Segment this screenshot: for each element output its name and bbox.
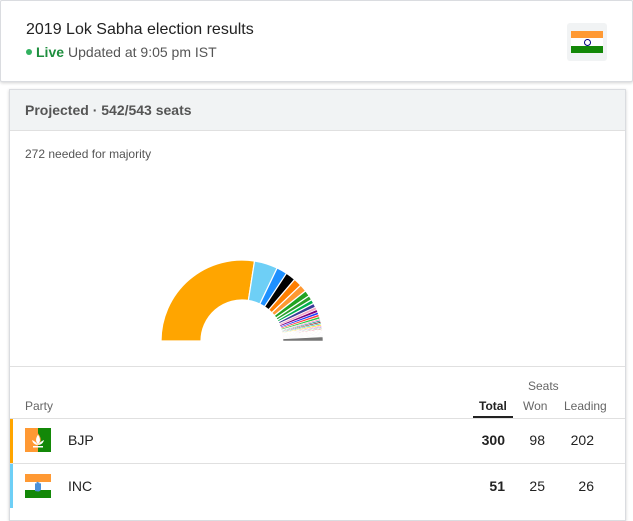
party-name: INC bbox=[68, 478, 93, 494]
party-name: BJP bbox=[68, 432, 94, 448]
bjp-lotus-icon bbox=[25, 428, 51, 452]
row-divider bbox=[10, 463, 625, 464]
total-column-header[interactable]: Total bbox=[479, 399, 507, 413]
seats-column-group-header: Seats bbox=[528, 379, 559, 393]
live-label: Live bbox=[36, 44, 65, 60]
inc-hand-icon bbox=[25, 474, 51, 498]
table-header-divider bbox=[10, 418, 625, 419]
leading-seats: 26 bbox=[578, 478, 594, 494]
india-flag-icon bbox=[567, 23, 607, 61]
chart-table-divider bbox=[10, 366, 625, 367]
live-status: Live Updated at 9:05 pm IST bbox=[26, 44, 217, 60]
majority-note: 272 needed for majority bbox=[25, 147, 152, 161]
sort-indicator bbox=[473, 416, 513, 418]
total-seats: 300 bbox=[481, 432, 505, 448]
leading-seats: 202 bbox=[570, 432, 594, 448]
party-column-header: Party bbox=[25, 399, 54, 413]
party-color-bar bbox=[10, 419, 13, 463]
won-column-header[interactable]: Won bbox=[523, 399, 548, 413]
page-title: 2019 Lok Sabha election results bbox=[26, 21, 254, 38]
won-seats: 25 bbox=[529, 478, 545, 494]
chart-slice[interactable] bbox=[282, 336, 324, 342]
results-card: Projected · 542/543 seats 272 needed for… bbox=[9, 89, 626, 521]
live-dot-icon bbox=[26, 49, 32, 55]
chart-slice-bjp[interactable] bbox=[160, 259, 256, 342]
updated-time: Updated at 9:05 pm IST bbox=[68, 44, 217, 60]
leading-column-header[interactable]: Leading bbox=[564, 399, 607, 413]
seat-share-half-donut-chart bbox=[160, 259, 324, 342]
total-seats: 51 bbox=[489, 478, 505, 494]
projected-seats-header: Projected · 542/543 seats bbox=[10, 90, 625, 131]
party-color-bar bbox=[10, 464, 13, 508]
won-seats: 98 bbox=[529, 432, 545, 448]
election-header-card: 2019 Lok Sabha election results Live Upda… bbox=[0, 0, 633, 82]
